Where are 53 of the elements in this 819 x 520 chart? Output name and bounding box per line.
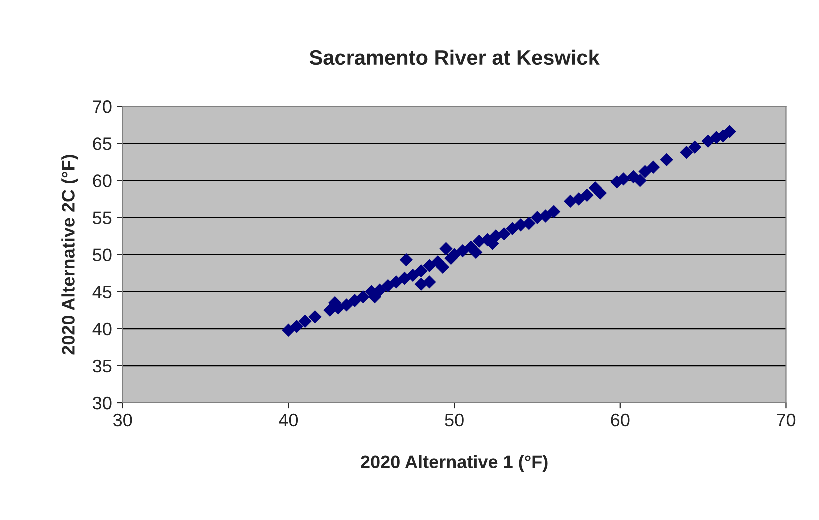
y-tick-label: 40 [92, 322, 112, 336]
y-tick-label: 30 [93, 396, 112, 410]
point [440, 242, 453, 256]
point [308, 310, 322, 324]
point [580, 188, 594, 202]
point [373, 284, 386, 297]
point [356, 290, 370, 304]
y-tick-label: 55 [93, 212, 112, 224]
y-tick-label: 45 [92, 286, 112, 299]
point [539, 210, 552, 223]
point [298, 314, 312, 328]
point [290, 320, 304, 334]
point [660, 153, 674, 167]
point [638, 165, 652, 178]
y-tick-label: 60 [93, 174, 112, 188]
y-tick-label: 35 [93, 360, 112, 373]
point [498, 227, 511, 241]
point [382, 279, 395, 293]
point [646, 160, 660, 174]
chart-title: Sacramento River at Keswick [310, 50, 600, 66]
point [340, 298, 354, 312]
point [506, 222, 520, 236]
y-axis-title: 2020 Alternative 2C (°F) [62, 155, 78, 355]
point [406, 268, 420, 282]
x-tick-label: 30 [114, 414, 132, 427]
point [423, 276, 436, 289]
y-tick-label: 50 [93, 248, 112, 262]
point [423, 259, 436, 273]
point [522, 217, 536, 230]
point [688, 140, 702, 154]
point [348, 294, 362, 308]
y-tick-label: 70 [93, 100, 112, 114]
point [702, 134, 715, 148]
point [617, 172, 630, 186]
point [547, 205, 561, 218]
x-tick-label: 50 [445, 414, 464, 427]
point [572, 192, 586, 206]
y-tick-label: 65 [93, 138, 112, 150]
point [400, 253, 414, 267]
x-tick-label: 70 [777, 414, 796, 427]
point [282, 324, 296, 337]
point [634, 174, 647, 188]
x-axis-title: 2020 Alternative 1 (°F) [361, 455, 548, 472]
point [414, 264, 428, 278]
point [470, 246, 483, 260]
point [594, 186, 608, 200]
x-tick-label: 40 [279, 414, 298, 427]
point [456, 244, 470, 258]
x-tick-label: 60 [611, 414, 630, 427]
point [680, 146, 694, 160]
point [390, 276, 404, 289]
point [723, 125, 736, 138]
point [436, 260, 450, 274]
